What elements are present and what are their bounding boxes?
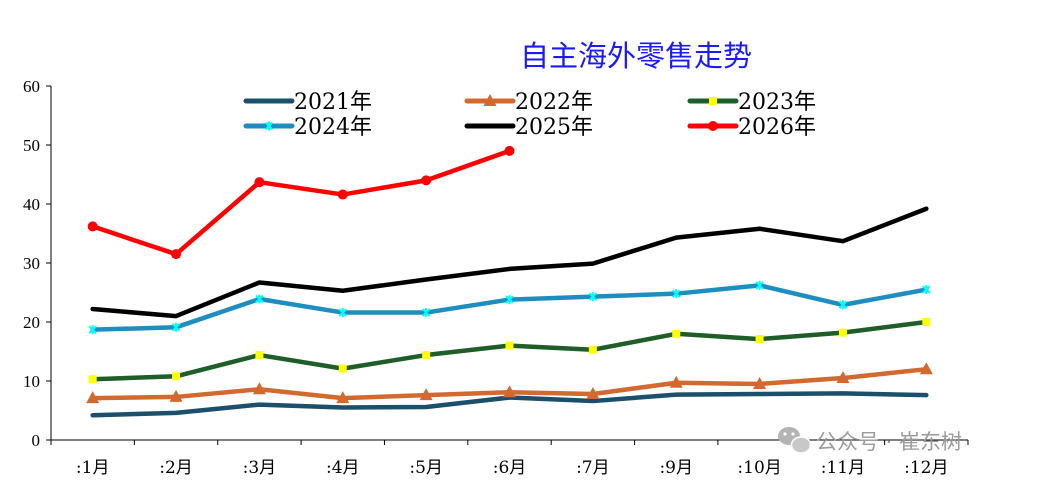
data-point (338, 308, 347, 318)
x-tick-label: :9月 (659, 458, 693, 478)
y-tick-label: 60 (23, 77, 40, 96)
series-group (90, 206, 929, 319)
data-point (588, 292, 598, 302)
data-point (171, 322, 181, 332)
legend-item: 2026年 (687, 115, 816, 140)
data-point (755, 335, 764, 344)
legend-label: 2023年 (738, 90, 816, 115)
data-point (336, 391, 350, 404)
data-point (669, 375, 683, 388)
data-point (504, 145, 515, 156)
data-point (419, 388, 433, 401)
chart-legend: 2021年 2022年 2023年 2024年 2025年 2026年 (243, 90, 816, 140)
legend-label: 2021年 (294, 90, 372, 115)
watermark-text: 公众号 · 崔东树 (816, 430, 962, 454)
series-group (90, 391, 929, 418)
y-tick-label: 30 (23, 254, 40, 273)
data-point (505, 341, 514, 350)
data-point (922, 318, 931, 326)
series-group (86, 362, 933, 404)
data-point (337, 189, 348, 200)
series-line (90, 319, 929, 382)
data-point (588, 345, 597, 354)
data-point (586, 386, 600, 399)
series-group (88, 318, 931, 384)
x-tick-label: :12月 (904, 458, 948, 478)
data-point (836, 371, 850, 384)
legend-marker (483, 94, 497, 106)
legend-label: 2025年 (515, 115, 593, 140)
legend-item: 2021年 (243, 90, 372, 115)
watermark: 公众号 · 崔东树 (778, 427, 962, 454)
data-point (505, 295, 514, 305)
series-group (88, 280, 931, 335)
x-tick-label: :2月 (159, 458, 193, 478)
series-line (90, 148, 512, 257)
data-point (88, 325, 97, 335)
x-tick-label: :10月 (737, 458, 781, 478)
data-point (421, 308, 431, 318)
data-point (503, 385, 516, 398)
data-point (171, 249, 182, 260)
data-point (422, 351, 431, 360)
data-point (838, 300, 848, 310)
chart-series (86, 145, 933, 418)
legend-marker (708, 121, 718, 131)
chart-title: 自主海外零售走势 (520, 39, 752, 73)
data-point (753, 376, 767, 389)
y-tick-label: 10 (23, 372, 40, 391)
x-tick-label: :5月 (409, 458, 443, 478)
wechat-icon (778, 427, 812, 454)
y-tick-label: 20 (23, 313, 40, 332)
data-point (838, 328, 847, 337)
data-point (255, 351, 264, 360)
data-point (254, 177, 265, 188)
x-tick-label: :6月 (493, 458, 527, 478)
x-tick-label: :1月 (76, 458, 110, 478)
data-point (255, 294, 264, 304)
data-point (919, 362, 933, 375)
legend-item: 2023年 (687, 90, 816, 115)
x-tick-label: :3月 (243, 458, 277, 478)
series-line (90, 283, 929, 332)
legend-marker (264, 121, 274, 131)
data-point (922, 285, 931, 295)
data-point (338, 364, 347, 373)
series-group (87, 145, 515, 260)
legend-item: 2022年 (464, 90, 593, 115)
x-tick-label: :4月 (326, 458, 360, 478)
data-point (86, 391, 100, 404)
legend-label: 2022年 (515, 90, 593, 115)
data-point (172, 372, 181, 381)
data-point (421, 175, 432, 186)
data-point (252, 382, 266, 395)
chart-axes: 0 10 20 30 40 50 60 :1月 :2月 :3月 :4月 :5月 :6月 :7月 :9月 :10… (23, 77, 969, 478)
legend-label: 2026年 (738, 115, 816, 140)
data-point (87, 221, 98, 232)
y-tick-label: 40 (23, 195, 40, 214)
data-point (672, 329, 681, 338)
data-point (88, 375, 97, 384)
y-tick-label: 50 (23, 136, 40, 155)
y-tick-label: 0 (32, 431, 41, 450)
data-point (169, 389, 183, 402)
legend-item: 2025年 (464, 115, 593, 140)
data-point (755, 280, 764, 290)
legend-marker (709, 97, 717, 105)
x-tick-label: :7月 (576, 458, 610, 478)
data-point (672, 289, 681, 299)
x-tick-label: :11月 (821, 458, 865, 478)
legend-label: 2024年 (294, 115, 372, 140)
series-line (90, 206, 929, 319)
series-line (90, 391, 929, 418)
legend-item: 2024年 (243, 115, 372, 140)
